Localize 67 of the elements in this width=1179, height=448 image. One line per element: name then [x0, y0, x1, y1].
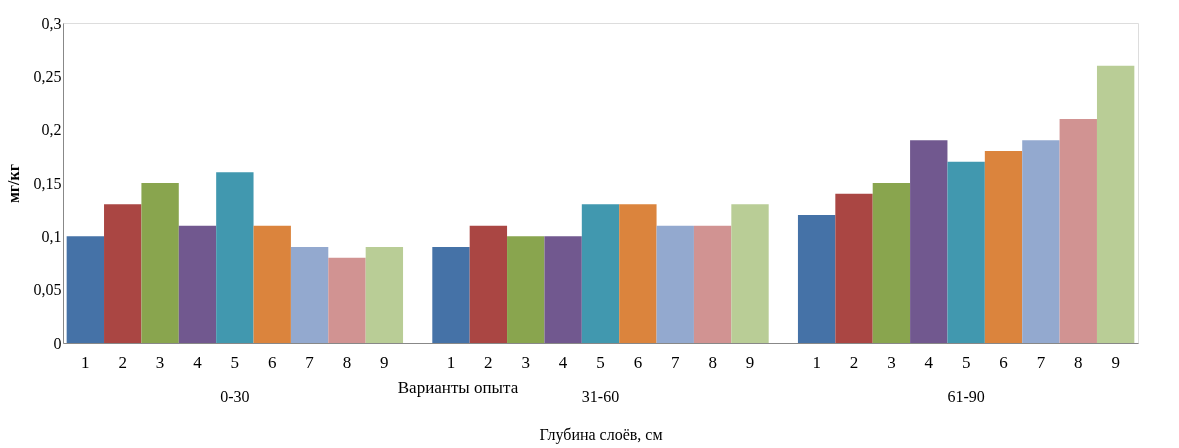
bar	[178, 225, 217, 343]
text: 6	[999, 353, 1008, 372]
y-tick-label: 0,2	[41, 121, 62, 139]
series-label: 6	[267, 353, 277, 372]
y-axis-title: мг/кг	[4, 163, 22, 204]
bar	[1022, 140, 1060, 343]
x-axis-title: Глубина слоёв, см	[539, 425, 663, 444]
bar	[693, 225, 732, 343]
text: 2	[484, 353, 493, 372]
y-tick-label: 0,15	[33, 174, 62, 192]
x-tick-label: 0-30	[220, 387, 250, 405]
bar	[835, 193, 873, 343]
bar	[432, 247, 470, 343]
text: 1	[812, 353, 821, 372]
series-label: 9	[380, 353, 389, 372]
series-label: 4	[193, 353, 203, 372]
series-label: 5	[230, 353, 240, 372]
y-tick-label: 0,25	[33, 67, 62, 85]
bar	[872, 183, 911, 343]
bar	[66, 236, 105, 343]
y-tick-label: 0	[53, 334, 62, 352]
bar	[290, 247, 329, 343]
bar	[469, 225, 508, 343]
text: 4	[558, 353, 568, 372]
text: 4	[924, 353, 934, 372]
series-label: 1	[81, 353, 90, 372]
series-label: 3	[155, 353, 165, 372]
text: 8	[1074, 353, 1083, 372]
series-label: 2	[118, 353, 127, 372]
y-tick-label: 0,3	[41, 14, 62, 32]
bar	[910, 140, 948, 343]
bar	[581, 204, 620, 343]
text: 3	[887, 353, 896, 372]
x-tick-label: 31-60	[581, 387, 620, 405]
bar	[216, 172, 254, 343]
text: 6	[633, 353, 643, 372]
bar	[619, 204, 657, 343]
y-tick-label: 0,05	[33, 281, 62, 299]
x-tick-label: 61-90	[947, 387, 985, 405]
bar	[1096, 65, 1135, 343]
y-tick-label: 0,1	[41, 227, 62, 245]
text: Варианты опыта	[397, 378, 519, 397]
text: 1	[446, 353, 456, 372]
bar	[253, 225, 291, 343]
bar	[731, 204, 769, 343]
bar	[365, 247, 404, 343]
bar	[141, 183, 179, 343]
text: 7	[1036, 353, 1046, 372]
series-label: 7	[305, 353, 315, 372]
text: 5	[596, 353, 605, 372]
text: 9	[1111, 353, 1120, 372]
text: 3	[521, 353, 530, 372]
text: 7	[671, 353, 680, 372]
text: 9	[745, 353, 755, 372]
bar	[507, 236, 545, 343]
bar	[984, 151, 1023, 343]
series-label: 8	[342, 353, 352, 372]
bar	[1059, 119, 1097, 343]
bar	[656, 225, 694, 343]
bar	[328, 257, 366, 343]
bar	[797, 215, 836, 343]
text: 2	[849, 353, 859, 372]
text: 8	[708, 353, 717, 372]
bar	[104, 204, 142, 343]
text: 5	[961, 353, 971, 372]
bar	[947, 161, 985, 343]
bar	[544, 236, 582, 343]
